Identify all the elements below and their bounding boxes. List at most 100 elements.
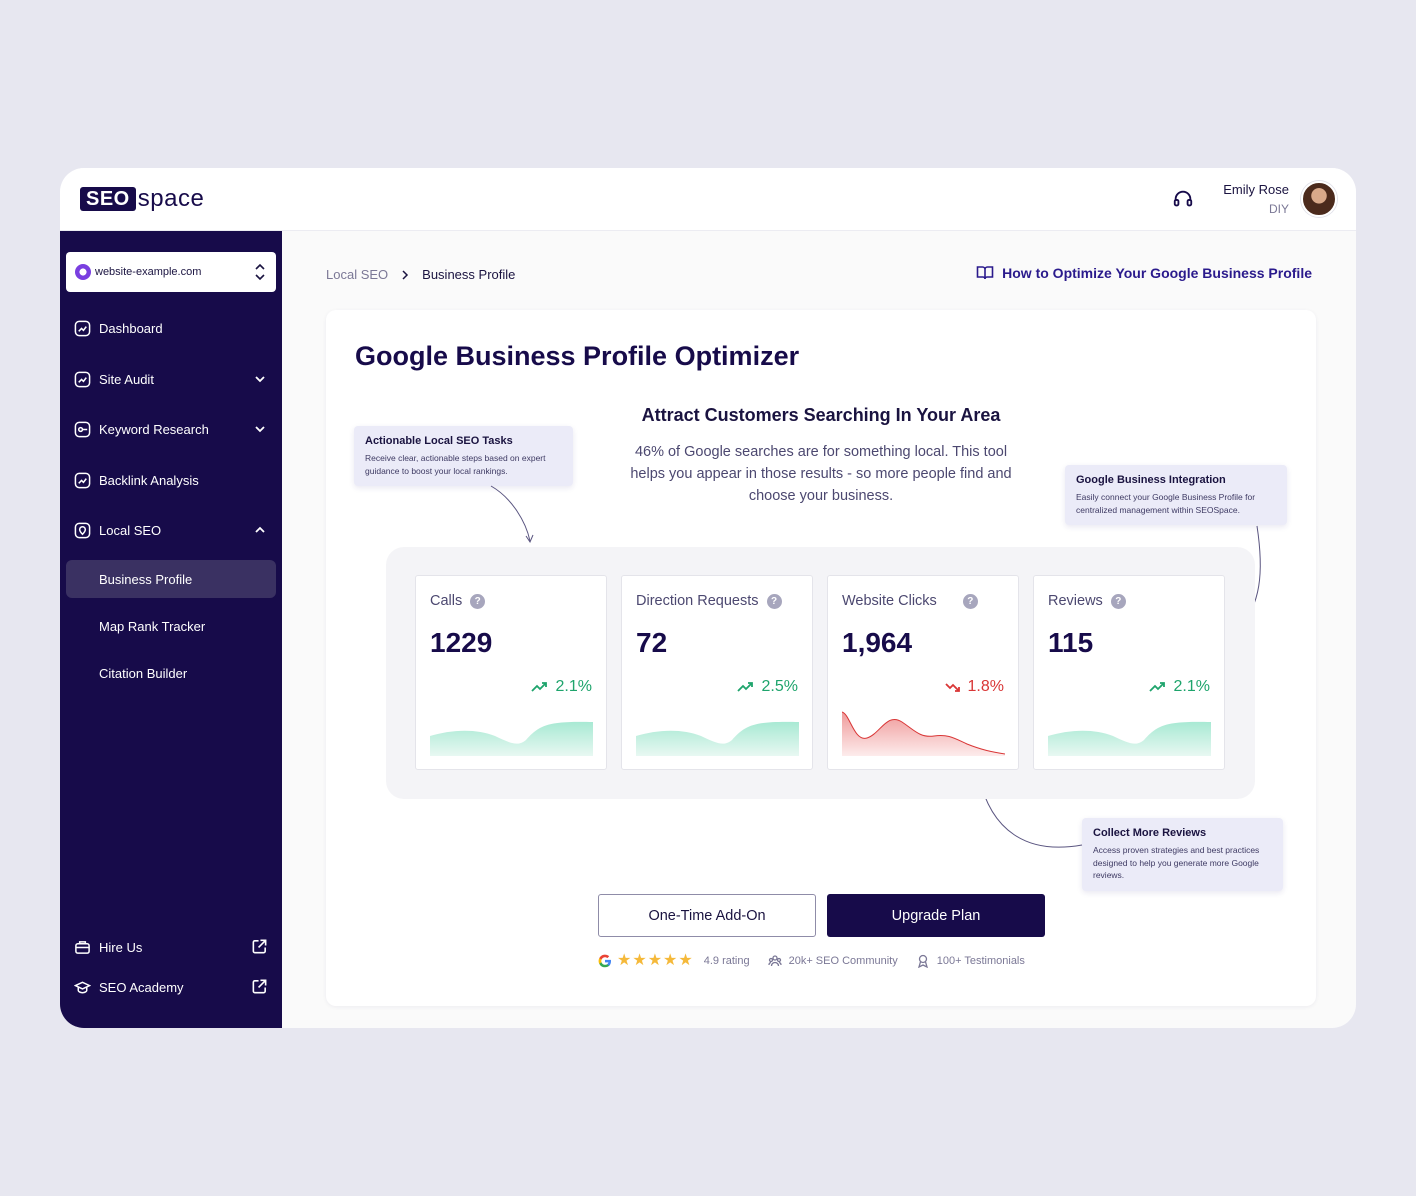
trending-up-icon <box>1148 682 1165 692</box>
sidebar-item-hire-us[interactable]: Hire Us <box>66 927 276 967</box>
backlink-icon <box>74 472 91 488</box>
chevron-up-icon <box>255 526 265 533</box>
stat-trend-value: 2.1% <box>1173 678 1210 695</box>
chart-square-icon <box>74 320 91 336</box>
help-icon[interactable]: ? <box>1110 593 1126 609</box>
star-icon: ★ <box>632 952 647 969</box>
keyword-icon <box>74 421 91 437</box>
stat-label: Calls <box>430 593 463 609</box>
optimizer-card: Google Business Profile Optimizer Attrac… <box>326 310 1316 1006</box>
tip-collect-reviews: Collect More Reviews Access proven strat… <box>1082 818 1283 891</box>
site-selector-value: website-example.com <box>95 266 202 278</box>
upgrade-plan-button[interactable]: Upgrade Plan <box>827 894 1045 937</box>
sidebar-item-local-seo[interactable]: Local SEO <box>66 510 276 550</box>
sidebar: website-example.com Dashboard Site Audit… <box>60 231 282 1028</box>
help-icon[interactable]: ? <box>962 593 978 609</box>
community-icon <box>767 955 782 967</box>
stat-card-calls[interactable]: Calls? 1229 2.1% <box>415 575 607 770</box>
site-favicon-icon <box>75 264 91 280</box>
stat-trend-value: 2.1% <box>555 678 592 695</box>
stat-value: 1229 <box>430 627 493 658</box>
google-icon <box>598 954 611 968</box>
page-title: Google Business Profile Optimizer <box>355 341 800 371</box>
rating-text: 4.9 rating <box>703 955 750 967</box>
user-name[interactable]: Emily Rose <box>1223 182 1289 197</box>
sparkline <box>430 721 593 756</box>
stat-card-website-clicks[interactable]: Website Clicks? 1,964 1.8% <box>827 575 1019 770</box>
tip-title: Google Business Integration <box>1076 474 1226 486</box>
app-window: SEO space Emily Rose DIY website-example… <box>60 168 1356 1028</box>
sidebar-item-site-audit[interactable]: Site Audit <box>66 359 276 399</box>
external-link-icon <box>252 939 267 954</box>
tip-local-seo-tasks: Actionable Local SEO Tasks Receive clear… <box>354 426 573 486</box>
sidebar-item-keyword-research[interactable]: Keyword Research <box>66 409 276 449</box>
help-icon[interactable]: ? <box>766 593 782 609</box>
tip-google-integration: Google Business Integration Easily conne… <box>1065 465 1287 525</box>
logo-wordmark: space <box>137 185 205 212</box>
stat-trend: 2.1% <box>1148 678 1210 696</box>
stat-card-direction-requests[interactable]: Direction Requests? 72 2.5% <box>621 575 813 770</box>
breadcrumb-current: Business Profile <box>422 267 516 282</box>
community-text: 20k+ SEO Community <box>788 955 898 967</box>
stat-trend: 2.5% <box>736 678 798 696</box>
chevron-updown-icon <box>255 263 265 281</box>
sidebar-subitem-business-profile[interactable]: Business Profile <box>66 560 276 598</box>
external-link-icon <box>252 979 267 994</box>
sidebar-item-label: Hire Us <box>99 939 143 955</box>
sidebar-item-label: Local SEO <box>99 522 162 538</box>
graduation-cap-icon <box>74 980 91 993</box>
tip-body: Receive clear, actionable steps based on… <box>365 453 546 476</box>
tip-body: Access proven strategies and best practi… <box>1093 845 1260 880</box>
trust-bar: ★ ★ ★ ★ ★ 4.9 rating 20k+ SEO Community 100+… <box>598 952 1025 970</box>
avatar[interactable] <box>1301 181 1337 217</box>
sidebar-item-seo-academy[interactable]: SEO Academy <box>66 967 276 1007</box>
sidebar-item-backlink-analysis[interactable]: Backlink Analysis <box>66 460 276 500</box>
sidebar-subitem-citation-builder[interactable]: Citation Builder <box>99 665 188 681</box>
breadcrumb-parent[interactable]: Local SEO <box>326 267 389 282</box>
tip-title: Actionable Local SEO Tasks <box>365 435 513 447</box>
tip-body: Easily connect your Google Business Prof… <box>1076 492 1256 515</box>
briefcase-icon <box>75 940 90 954</box>
site-selector[interactable]: website-example.com <box>66 252 276 292</box>
section-heading: Attract Customers Searching In Your Area <box>641 405 1001 425</box>
sidebar-item-label: SEO Academy <box>99 979 184 995</box>
trending-up-icon <box>530 682 547 692</box>
guide-link[interactable]: How to Optimize Your Google Business Pro… <box>976 265 1312 281</box>
sidebar-item-dashboard[interactable]: Dashboard <box>66 308 276 348</box>
breadcrumb: Local SEO Business Profile <box>326 267 515 282</box>
trending-down-icon <box>944 683 960 692</box>
main-content: Local SEO Business Profile How to Optimi… <box>282 231 1356 1028</box>
sidebar-item-label: Keyword Research <box>99 421 209 437</box>
sidebar-item-label: Dashboard <box>99 320 163 336</box>
logo[interactable]: SEO space <box>80 185 204 213</box>
award-icon <box>917 954 928 968</box>
stat-value: 1,964 <box>842 627 913 658</box>
star-icon: ★ <box>617 952 632 969</box>
section-description: 46% of Google searches are for something… <box>630 444 1012 504</box>
stats-panel: Calls? 1229 2.1% Direction Requests? 72 <box>386 547 1255 799</box>
chevron-right-icon <box>402 269 409 280</box>
sidebar-item-label: Backlink Analysis <box>99 472 199 488</box>
stat-value: 72 <box>636 627 668 658</box>
sidebar-item-label: Site Audit <box>99 371 154 387</box>
book-icon <box>976 266 994 280</box>
one-time-addon-button[interactable]: One-Time Add-On <box>598 894 816 937</box>
sidebar-subitem-map-rank-tracker[interactable]: Map Rank Tracker <box>99 618 206 634</box>
map-pin-icon <box>74 522 91 538</box>
stat-trend-value: 2.5% <box>761 678 798 695</box>
stat-trend: 2.1% <box>530 678 592 696</box>
sparkline <box>636 721 799 756</box>
star-icon: ★ <box>647 952 663 969</box>
stat-label: Direction Requests <box>636 593 759 609</box>
chevron-down-icon <box>255 376 265 383</box>
audit-icon <box>74 371 91 387</box>
sparkline <box>1048 721 1211 756</box>
user-plan: DIY <box>1268 202 1289 216</box>
star-rating: ★ ★ ★ ★ ★ <box>617 953 694 969</box>
top-bar: SEO space Emily Rose DIY <box>60 168 1356 231</box>
trending-up-icon <box>736 682 753 692</box>
stat-card-reviews[interactable]: Reviews? 115 2.1% <box>1033 575 1225 770</box>
headset-icon[interactable] <box>1172 188 1194 210</box>
stat-value: 115 <box>1048 627 1094 658</box>
help-icon[interactable]: ? <box>470 593 486 609</box>
